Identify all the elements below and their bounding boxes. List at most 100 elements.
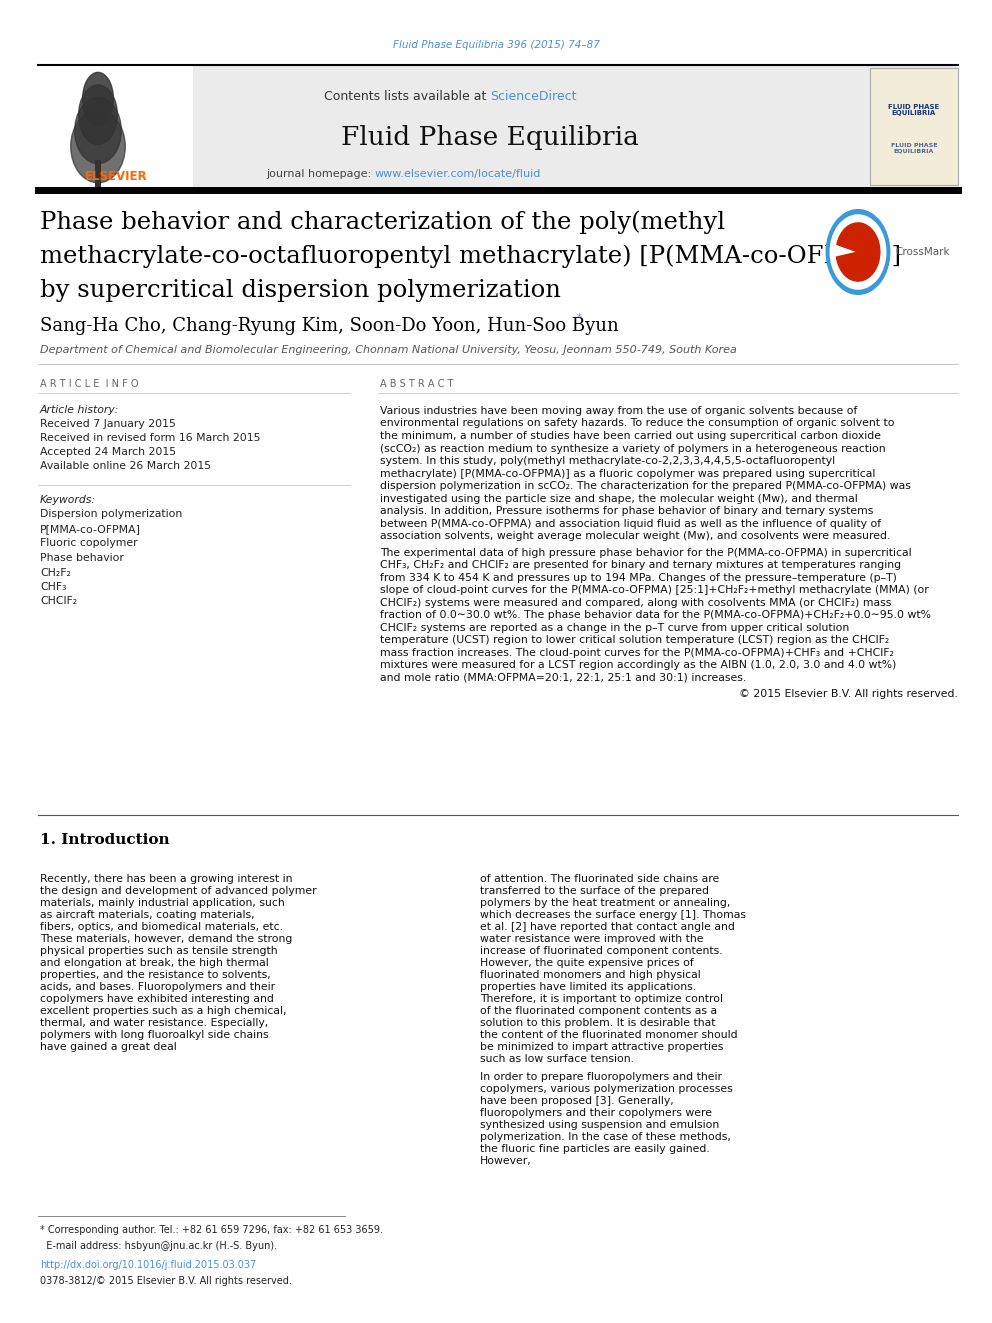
- Text: ScienceDirect: ScienceDirect: [490, 90, 576, 102]
- Text: system. In this study, poly(methyl methacrylate-co-2,2,3,3,4,4,5,5-octafluoropen: system. In this study, poly(methyl metha…: [380, 456, 835, 466]
- Text: CHClF₂: CHClF₂: [40, 597, 77, 606]
- FancyBboxPatch shape: [38, 65, 958, 188]
- Text: the content of the fluorinated monomer should: the content of the fluorinated monomer s…: [480, 1031, 738, 1040]
- Text: the fluoric fine particles are easily gained.: the fluoric fine particles are easily ga…: [480, 1144, 709, 1154]
- Text: Dispersion polymerization: Dispersion polymerization: [40, 509, 183, 520]
- Text: temperature (UCST) region to lower critical solution temperature (LCST) region a: temperature (UCST) region to lower criti…: [380, 635, 889, 646]
- Text: fibers, optics, and biomedical materials, etc.: fibers, optics, and biomedical materials…: [40, 922, 283, 931]
- Text: FLUID PHASE
EQUILIBRIA: FLUID PHASE EQUILIBRIA: [889, 103, 939, 116]
- Text: and mole ratio (MMA:OFPMA=20:1, 22:1, 25:1 and 30:1) increases.: and mole ratio (MMA:OFPMA=20:1, 22:1, 25…: [380, 672, 746, 683]
- Circle shape: [830, 214, 886, 288]
- Text: A R T I C L E  I N F O: A R T I C L E I N F O: [40, 378, 139, 389]
- Text: methacrylate) [P(MMA-co-OFPMA)] as a fluoric copolymer was prepared using superc: methacrylate) [P(MMA-co-OFPMA)] as a flu…: [380, 468, 875, 479]
- Text: between P(MMA-co-OFPMA) and association liquid fluid as well as the influence of: between P(MMA-co-OFPMA) and association …: [380, 519, 881, 528]
- Text: In order to prepare fluoropolymers and their: In order to prepare fluoropolymers and t…: [480, 1072, 722, 1082]
- Text: Accepted 24 March 2015: Accepted 24 March 2015: [40, 447, 177, 456]
- Text: E-mail address: hsbyun@jnu.ac.kr (H.-S. Byun).: E-mail address: hsbyun@jnu.ac.kr (H.-S. …: [40, 1241, 277, 1252]
- Text: materials, mainly industrial application, such: materials, mainly industrial application…: [40, 898, 285, 908]
- Text: have gained a great deal: have gained a great deal: [40, 1043, 177, 1052]
- Text: Received in revised form 16 March 2015: Received in revised form 16 March 2015: [40, 433, 261, 443]
- Text: CHClF₂) systems were measured and compared, along with cosolvents MMA (or CHClF₂: CHClF₂) systems were measured and compar…: [380, 598, 892, 607]
- Text: CHClF₂ systems are reported as a change in the p–T curve from upper critical sol: CHClF₂ systems are reported as a change …: [380, 623, 849, 632]
- Wedge shape: [836, 251, 880, 280]
- Text: synthesized using suspension and emulsion: synthesized using suspension and emulsio…: [480, 1121, 719, 1130]
- Text: Various industries have been moving away from the use of organic solvents becaus: Various industries have been moving away…: [380, 406, 857, 415]
- Text: by supercritical dispersion polymerization: by supercritical dispersion polymerizati…: [40, 279, 560, 302]
- Text: dispersion polymerization in scCO₂. The characterization for the prepared P(MMA-: dispersion polymerization in scCO₂. The …: [380, 482, 911, 491]
- Text: solution to this problem. It is desirable that: solution to this problem. It is desirabl…: [480, 1017, 715, 1028]
- Ellipse shape: [78, 85, 117, 144]
- Text: investigated using the particle size and shape, the molecular weight (Mw), and t: investigated using the particle size and…: [380, 493, 858, 504]
- Text: of attention. The fluorinated side chains are: of attention. The fluorinated side chain…: [480, 875, 719, 884]
- Text: copolymers, various polymerization processes: copolymers, various polymerization proce…: [480, 1084, 733, 1094]
- Text: *: *: [577, 314, 581, 323]
- Circle shape: [826, 209, 890, 294]
- Text: the minimum, a number of studies have been carried out using supercritical carbo: the minimum, a number of studies have be…: [380, 431, 881, 441]
- Text: Received 7 January 2015: Received 7 January 2015: [40, 419, 176, 429]
- Text: Fluid Phase Equilibria: Fluid Phase Equilibria: [341, 126, 639, 151]
- FancyBboxPatch shape: [38, 65, 193, 188]
- Text: analysis. In addition, Pressure isotherms for phase behavior of binary and terna: analysis. In addition, Pressure isotherm…: [380, 505, 873, 516]
- Text: © 2015 Elsevier B.V. All rights reserved.: © 2015 Elsevier B.V. All rights reserved…: [739, 689, 958, 699]
- Text: properties, and the resistance to solvents,: properties, and the resistance to solven…: [40, 970, 271, 980]
- Text: environmental regulations on safety hazards. To reduce the consumption of organi: environmental regulations on safety haza…: [380, 418, 895, 429]
- Text: slope of cloud-point curves for the P(MMA-co-OFPMA) [25:1]+CH₂F₂+methyl methacry: slope of cloud-point curves for the P(MM…: [380, 585, 929, 595]
- Text: the design and development of advanced polymer: the design and development of advanced p…: [40, 886, 316, 896]
- Text: Article history:: Article history:: [40, 405, 119, 415]
- Text: The experimental data of high pressure phase behavior for the P(MMA-co-OFPMA) in: The experimental data of high pressure p…: [380, 548, 912, 557]
- Text: http://dx.doi.org/10.1016/j.fluid.2015.03.037: http://dx.doi.org/10.1016/j.fluid.2015.0…: [40, 1259, 256, 1270]
- Text: These materials, however, demand the strong: These materials, however, demand the str…: [40, 934, 293, 945]
- Text: from 334 K to 454 K and pressures up to 194 MPa. Changes of the pressure–tempera: from 334 K to 454 K and pressures up to …: [380, 573, 897, 582]
- Text: Keywords:: Keywords:: [40, 495, 96, 505]
- Text: thermal, and water resistance. Especially,: thermal, and water resistance. Especiall…: [40, 1017, 268, 1028]
- Text: Phase behavior: Phase behavior: [40, 553, 124, 564]
- Text: transferred to the surface of the prepared: transferred to the surface of the prepar…: [480, 886, 709, 896]
- Text: CHF₃, CH₂F₂ and CHClF₂ are presented for binary and ternary mixtures at temperat: CHF₃, CH₂F₂ and CHClF₂ are presented for…: [380, 560, 901, 570]
- Ellipse shape: [74, 98, 121, 164]
- Text: Fluoric copolymer: Fluoric copolymer: [40, 538, 138, 549]
- Text: mass fraction increases. The cloud-point curves for the P(MMA-co-OFPMA)+CHF₃ and: mass fraction increases. The cloud-point…: [380, 647, 894, 658]
- Text: association solvents, weight average molecular weight (Mw), and cosolvents were : association solvents, weight average mol…: [380, 531, 891, 541]
- Text: FLUID PHASE
EQUILIBRIA: FLUID PHASE EQUILIBRIA: [891, 143, 937, 153]
- Text: 0378-3812/© 2015 Elsevier B.V. All rights reserved.: 0378-3812/© 2015 Elsevier B.V. All right…: [40, 1275, 292, 1286]
- Text: water resistance were improved with the: water resistance were improved with the: [480, 934, 703, 945]
- Text: Available online 26 March 2015: Available online 26 March 2015: [40, 460, 211, 471]
- Text: such as low surface tension.: such as low surface tension.: [480, 1054, 634, 1064]
- Text: CH₂F₂: CH₂F₂: [40, 568, 70, 578]
- Text: * Corresponding author. Tel.: +82 61 659 7296, fax: +82 61 653 3659.: * Corresponding author. Tel.: +82 61 659…: [40, 1225, 383, 1234]
- Text: which decreases the surface energy [1]. Thomas: which decreases the surface energy [1]. …: [480, 910, 746, 919]
- Text: journal homepage:: journal homepage:: [267, 169, 375, 179]
- Text: fluorinated monomers and high physical: fluorinated monomers and high physical: [480, 970, 700, 980]
- Text: polymerization. In the case of these methods,: polymerization. In the case of these met…: [480, 1132, 731, 1142]
- Text: and elongation at break, the high thermal: and elongation at break, the high therma…: [40, 958, 269, 968]
- Text: polymers by the heat treatment or annealing,: polymers by the heat treatment or anneal…: [480, 898, 730, 908]
- Text: Recently, there has been a growing interest in: Recently, there has been a growing inter…: [40, 875, 293, 884]
- Text: polymers with long fluoroalkyl side chains: polymers with long fluoroalkyl side chai…: [40, 1031, 269, 1040]
- Text: CHF₃: CHF₃: [40, 582, 66, 591]
- Text: Phase behavior and characterization of the poly(methyl: Phase behavior and characterization of t…: [40, 210, 725, 234]
- Text: However,: However,: [480, 1156, 532, 1166]
- Ellipse shape: [70, 110, 125, 183]
- Text: CrossMark: CrossMark: [896, 247, 950, 257]
- Text: have been proposed [3]. Generally,: have been proposed [3]. Generally,: [480, 1095, 674, 1106]
- Text: Sang-Ha Cho, Chang-Ryung Kim, Soon-Do Yoon, Hun-Soo Byun: Sang-Ha Cho, Chang-Ryung Kim, Soon-Do Yo…: [40, 318, 619, 335]
- Text: acids, and bases. Fluoropolymers and their: acids, and bases. Fluoropolymers and the…: [40, 982, 275, 992]
- Text: www.elsevier.com/locate/fluid: www.elsevier.com/locate/fluid: [375, 169, 542, 179]
- Text: Contents lists available at: Contents lists available at: [323, 90, 490, 102]
- Text: Department of Chemical and Biomolecular Engineering, Chonnam National University: Department of Chemical and Biomolecular …: [40, 345, 737, 355]
- Text: fluoropolymers and their copolymers were: fluoropolymers and their copolymers were: [480, 1107, 712, 1118]
- Text: mixtures were measured for a LCST region accordingly as the AIBN (1.0, 2.0, 3.0 : mixtures were measured for a LCST region…: [380, 660, 897, 669]
- Text: Fluid Phase Equilibria 396 (2015) 74–87: Fluid Phase Equilibria 396 (2015) 74–87: [393, 40, 599, 50]
- Text: be minimized to impart attractive properties: be minimized to impart attractive proper…: [480, 1043, 723, 1052]
- Text: properties have limited its applications.: properties have limited its applications…: [480, 982, 696, 992]
- Ellipse shape: [82, 73, 113, 126]
- Text: ELSEVIER: ELSEVIER: [84, 169, 148, 183]
- Text: methacrylate-co-octafluoropentyl methacrylate) [P(MMA-co-OFPMA)]: methacrylate-co-octafluoropentyl methacr…: [40, 245, 901, 267]
- FancyBboxPatch shape: [870, 67, 958, 185]
- Wedge shape: [837, 222, 880, 251]
- FancyBboxPatch shape: [95, 160, 101, 193]
- Text: fraction of 0.0∼30.0 wt%. The phase behavior data for the P(MMA-co-OFPMA)+CH₂F₂+: fraction of 0.0∼30.0 wt%. The phase beha…: [380, 610, 931, 620]
- Text: as aircraft materials, coating materials,: as aircraft materials, coating materials…: [40, 910, 255, 919]
- Text: increase of fluorinated component contents.: increase of fluorinated component conten…: [480, 946, 722, 957]
- Text: copolymers have exhibited interesting and: copolymers have exhibited interesting an…: [40, 994, 274, 1004]
